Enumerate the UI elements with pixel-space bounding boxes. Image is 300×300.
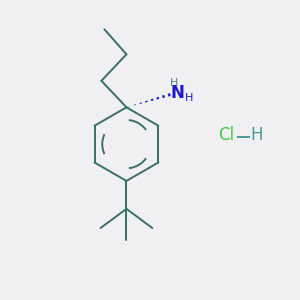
- Text: H: H: [170, 78, 178, 88]
- Text: H: H: [184, 93, 193, 103]
- Text: N: N: [170, 84, 184, 102]
- Text: Cl: Cl: [218, 126, 234, 144]
- Text: H: H: [251, 126, 263, 144]
